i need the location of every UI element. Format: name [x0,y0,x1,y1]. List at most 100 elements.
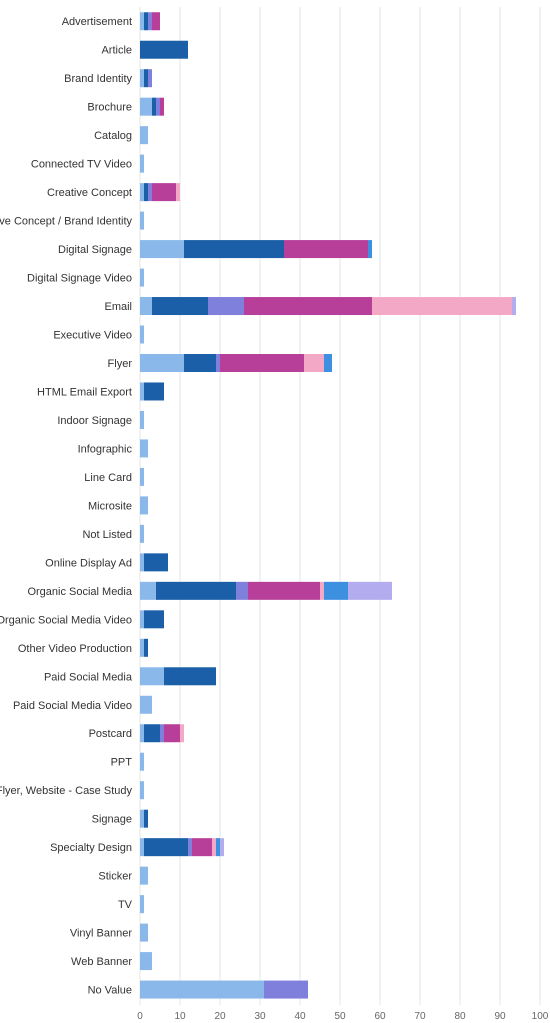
x-tick-label: 100 [532,1011,549,1022]
bar-segment[interactable] [140,97,152,116]
bar-segment[interactable] [164,667,216,686]
category-label: PPT [111,757,133,769]
category-label: Digital Signage [58,244,132,256]
bar-segment[interactable] [140,69,144,88]
bar-segment[interactable] [140,439,148,458]
bar-segment[interactable] [140,809,144,828]
bar-segment[interactable] [144,553,168,572]
bar-segment[interactable] [140,553,144,572]
bar-segment[interactable] [140,724,144,743]
bar-segment[interactable] [140,240,184,259]
bar-segment[interactable] [140,638,144,657]
bar-segment[interactable] [140,12,144,31]
bar-segment[interactable] [140,268,144,287]
category-label: Paid Social Media [44,671,133,683]
bar-segment[interactable] [144,610,164,629]
bar-segment[interactable] [220,354,304,372]
bar-segment[interactable] [144,69,148,88]
bar-segment[interactable] [372,297,512,316]
bar-segment[interactable] [184,354,216,372]
category-label: Brochure [87,102,132,114]
category-label: HTML Email Export [37,386,132,398]
bar-segment[interactable] [216,838,220,857]
bar-segment[interactable] [144,183,148,202]
bar-segment[interactable] [152,183,176,202]
bar-segment[interactable] [140,382,144,401]
bar-segment[interactable] [140,752,144,771]
x-tick-label: 50 [334,1011,346,1022]
bar-segment[interactable] [144,838,188,857]
bar-segment[interactable] [140,325,144,344]
bar-segment[interactable] [156,581,236,600]
bar-segment[interactable] [148,12,152,31]
bar-segment[interactable] [144,638,148,657]
category-label: Specialty Design [50,842,132,854]
bar-segment[interactable] [140,923,148,942]
bar-segment[interactable] [152,12,160,31]
bar-segment[interactable] [140,581,156,600]
bar-segment[interactable] [148,69,152,88]
category-label: Executive Video [53,330,132,342]
bar-segment[interactable] [140,410,144,429]
bar-segment[interactable] [192,838,212,857]
bar-segment[interactable] [152,97,156,116]
bar-segment[interactable] [368,240,372,259]
category-label: Connected TV Video [31,159,132,171]
bar-segment[interactable] [140,297,152,316]
bar-segment[interactable] [140,154,144,173]
bar-segment[interactable] [140,524,144,543]
bar-segment[interactable] [140,467,144,486]
bar-segment[interactable] [152,297,208,316]
bar-segment[interactable] [140,952,152,971]
bar-segment[interactable] [188,838,192,857]
category-label: Catalog [94,130,132,142]
bar-segment[interactable] [216,354,220,372]
category-label: Signage [92,814,132,826]
category-label: Organic Social Media [27,586,132,598]
bar-segment[interactable] [248,581,320,600]
bar-segment[interactable] [148,183,152,202]
bar-segment[interactable] [324,581,348,600]
bar-segment[interactable] [324,354,332,372]
bar-segment[interactable] [512,297,516,316]
bar-segment[interactable] [212,838,216,857]
bar-segment[interactable] [140,211,144,230]
x-tick-label: 10 [174,1011,186,1022]
bar-segment[interactable] [140,354,184,372]
bar-segment[interactable] [304,354,324,372]
bar-segment[interactable] [176,183,180,202]
bar-segment[interactable] [348,581,392,600]
bar-segment[interactable] [208,297,244,316]
bar-segment[interactable] [140,866,148,885]
bar-segment[interactable] [180,724,184,743]
bar-segment[interactable] [236,581,248,600]
bar-segment[interactable] [156,97,160,116]
bar-segment[interactable] [144,382,164,401]
category-label: No Value [88,985,132,997]
bar-segment[interactable] [160,724,164,743]
bar-segment[interactable] [140,496,148,515]
bar-segment[interactable] [244,297,372,316]
bar-segment[interactable] [140,838,144,857]
bar-segment[interactable] [284,240,368,259]
bar-segment[interactable] [220,838,224,857]
bar-segment[interactable] [140,980,264,999]
bar-segment[interactable] [140,667,164,686]
bar-segment[interactable] [144,724,160,743]
bar-segment[interactable] [164,724,180,743]
bar-segment[interactable] [144,12,148,31]
bar-segment[interactable] [140,126,148,145]
bar-segment[interactable] [140,610,144,629]
bar-segment[interactable] [140,781,144,800]
bar-segment[interactable] [140,895,144,914]
category-label: TV [118,899,133,911]
bar-segment[interactable] [160,97,164,116]
bar-segment[interactable] [140,183,144,202]
x-tick-label: 70 [414,1011,426,1022]
bar-segment[interactable] [264,980,308,999]
bar-segment[interactable] [140,40,188,59]
bar-segment[interactable] [140,695,152,714]
bar-segment[interactable] [184,240,284,259]
bar-segment[interactable] [320,581,324,600]
bar-segment[interactable] [144,809,148,828]
